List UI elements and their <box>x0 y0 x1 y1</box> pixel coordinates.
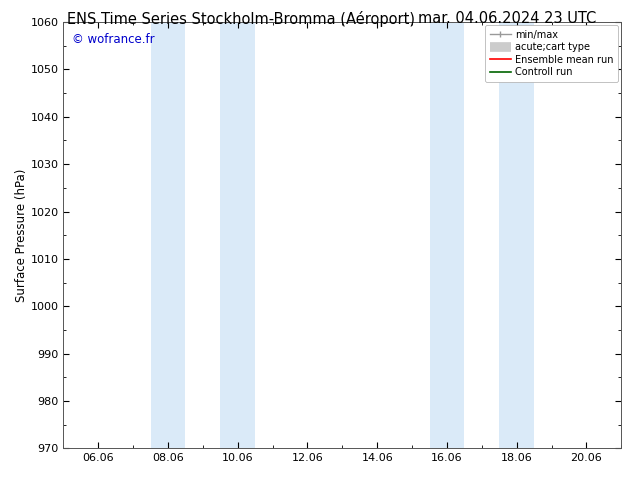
Text: © wofrance.fr: © wofrance.fr <box>72 33 155 46</box>
Text: ENS Time Series Stockholm-Bromma (Aéroport): ENS Time Series Stockholm-Bromma (Aéropo… <box>67 11 415 27</box>
Bar <box>500 22 534 448</box>
Bar <box>221 22 255 448</box>
Bar <box>429 22 464 448</box>
Y-axis label: Surface Pressure (hPa): Surface Pressure (hPa) <box>15 169 28 302</box>
Bar <box>150 22 185 448</box>
Text: mar. 04.06.2024 23 UTC: mar. 04.06.2024 23 UTC <box>418 11 597 26</box>
Legend: min/max, acute;cart type, Ensemble mean run, Controll run: min/max, acute;cart type, Ensemble mean … <box>485 25 618 82</box>
